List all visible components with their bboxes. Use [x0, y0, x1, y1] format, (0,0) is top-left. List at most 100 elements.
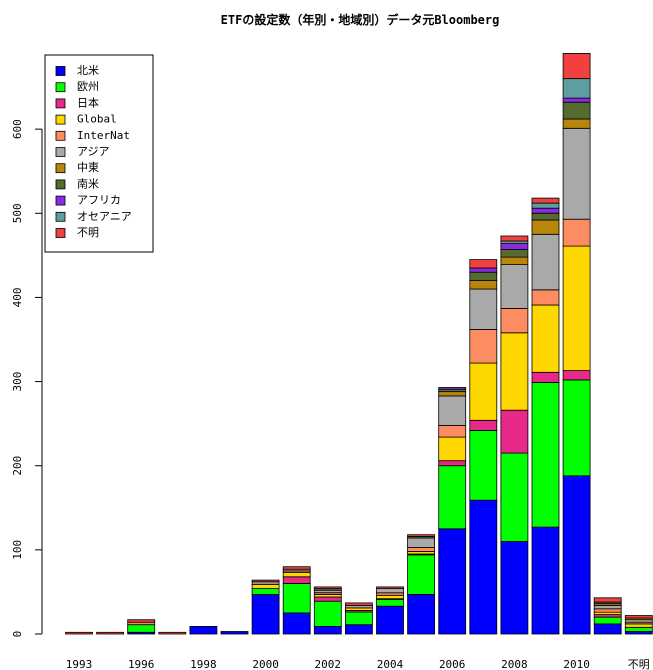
bar-segment: [469, 499, 498, 635]
bar-segment: [313, 596, 342, 602]
legend-label: アジア: [77, 145, 110, 158]
bar-segment: [407, 554, 436, 595]
bar-segment: [438, 391, 467, 397]
bar-segment: [562, 118, 591, 129]
bar-segment: [562, 127, 591, 220]
y-tick-label: 500: [11, 203, 24, 223]
legend-label: オセアニア: [77, 210, 132, 223]
bar-segment: [531, 219, 560, 235]
legend-label: 不明: [77, 226, 99, 239]
bar-segment: [624, 626, 653, 632]
bar-segment: [469, 267, 498, 273]
legend-swatch: [55, 130, 66, 141]
bar-segment: [531, 233, 560, 291]
x-tick-label: 2004: [377, 658, 404, 670]
bar-segment: [531, 526, 560, 635]
bar-segment: [344, 602, 373, 606]
bar-segment: [251, 594, 280, 635]
bar-segment: [376, 588, 404, 594]
x-tick-label: 2010: [563, 658, 590, 670]
bar-segment: [251, 588, 280, 595]
legend-swatch: [55, 66, 66, 76]
legend-swatch: [55, 82, 66, 93]
x-tick-label: 1993: [66, 658, 93, 670]
bar-segment: [531, 197, 560, 204]
chart-title: ETFの設定数（年別・地域別）データ元Bloomberg: [221, 12, 500, 27]
bar-segment: [220, 631, 249, 635]
bar-segment: [469, 259, 498, 269]
bar-segment: [500, 409, 529, 454]
bar-segment: [593, 623, 622, 635]
bar-segment: [438, 395, 467, 426]
x-tick-label: 2008: [501, 658, 528, 670]
bar-segment: [531, 304, 560, 373]
bar-segment: [376, 599, 404, 607]
bar-segment: [531, 381, 560, 528]
legend-label: InterNat: [77, 129, 130, 142]
bar-segment: [562, 97, 591, 103]
bar-segment: [158, 631, 187, 635]
bar-segment: [469, 288, 498, 330]
legend-swatch: [55, 147, 66, 157]
y-tick-label: 300: [11, 372, 24, 392]
bar-segment: [407, 537, 436, 548]
bar-segment: [282, 576, 311, 584]
bar-segment: [562, 218, 591, 247]
bar-segment: [344, 611, 373, 626]
bar-segment: [531, 371, 560, 383]
y-tick-label: 200: [11, 456, 24, 476]
bar-segment: [500, 541, 529, 635]
bars: [65, 53, 653, 635]
bar-segment: [189, 626, 218, 635]
bar-segment: [500, 235, 529, 242]
bar-segment: [407, 594, 436, 635]
bar-segment: [593, 597, 622, 603]
bar-segment: [562, 370, 591, 381]
bar-segment: [407, 546, 436, 552]
y-tick-label: 0: [11, 631, 24, 638]
bar-segment: [531, 212, 560, 221]
legend-label: 日本: [77, 95, 99, 109]
bar-segment: [127, 624, 156, 633]
bar-segment: [407, 534, 436, 537]
bar-segment: [438, 436, 467, 462]
legend-swatch: [55, 195, 66, 206]
bar-segment: [531, 207, 560, 214]
bar-segment: [65, 631, 93, 635]
legend-swatch: [55, 211, 66, 222]
x-tick-label: 1996: [128, 658, 155, 670]
bar-segment: [469, 429, 498, 501]
bar-segment: [469, 419, 498, 431]
bar-segment: [593, 608, 622, 613]
bar-segment: [562, 379, 591, 477]
legend-label: Global: [77, 113, 117, 126]
legend-label: 北米: [77, 64, 99, 77]
x-tick-label: 2000: [252, 658, 279, 670]
bar-segment: [593, 616, 622, 625]
legend-swatch: [55, 98, 66, 109]
legend-swatch: [55, 179, 66, 190]
bar-segment: [531, 289, 560, 306]
bar-segment: [469, 328, 498, 364]
x-tick-label: 1998: [190, 658, 217, 670]
legend-swatch: [55, 114, 66, 125]
x-axis-labels: 1993 1996 1998 2000 2002 2004 2006 2008 2010 不明: [66, 658, 650, 670]
bar-segment: [438, 460, 467, 467]
x-tick-label: 不明: [628, 658, 650, 670]
bar-segment: [282, 572, 311, 578]
bar-segment: [313, 586, 342, 590]
bar-segment: [624, 623, 653, 628]
bar-segment: [438, 465, 467, 530]
bar-segment: [127, 619, 156, 623]
x-tick-label: 2002: [315, 658, 342, 670]
bar-segment: [313, 600, 342, 627]
bar-segment: [562, 53, 591, 80]
bar-segment: [562, 78, 591, 99]
legend-swatch: [55, 228, 66, 238]
bar-segment: [282, 566, 311, 570]
bar-segment: [500, 264, 529, 309]
legend-label: 欧州: [77, 80, 99, 93]
bar-segment: [593, 605, 622, 610]
bar-segment: [469, 362, 498, 421]
